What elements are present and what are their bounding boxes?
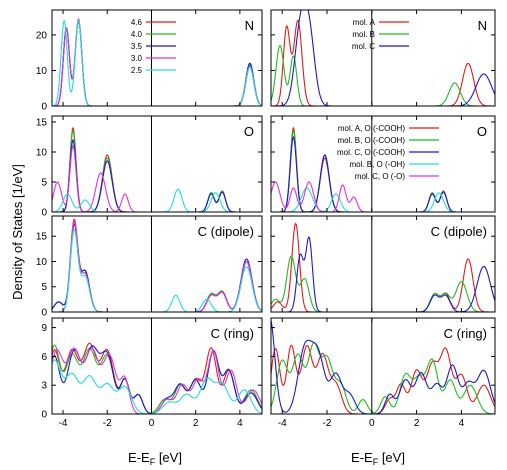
series-line-0 xyxy=(271,19,495,106)
y-tick-label: 3 xyxy=(41,381,47,392)
legend-label: mol. B xyxy=(352,30,375,39)
x-tick-label: -4 xyxy=(59,418,68,429)
legend-label: 2.5 xyxy=(131,66,143,75)
panel-title: C (dipole) xyxy=(431,224,487,239)
series-line-2 xyxy=(271,236,495,312)
legend-label: mol. C, O (-O) xyxy=(355,172,406,181)
panel-frame xyxy=(270,317,496,415)
legend-label: mol. A xyxy=(353,18,376,27)
panel-frame xyxy=(51,9,263,107)
x-tick-label: -2 xyxy=(103,418,112,429)
x-tick-label: -2 xyxy=(323,418,332,429)
panel-title: O xyxy=(477,124,487,139)
panel-frame xyxy=(270,215,496,313)
x-tick-label: 0 xyxy=(149,418,155,429)
series-group xyxy=(271,320,495,414)
x-axis-label-right: E-EF [eV] xyxy=(351,450,405,467)
series-line-1 xyxy=(52,129,262,212)
y-tick-label: 0 xyxy=(41,308,47,319)
legend-label: mol. B, O (-OH) xyxy=(349,160,405,169)
legend-label: 3.0 xyxy=(131,54,143,63)
series-line-3 xyxy=(52,347,262,414)
y-tick-label: 0 xyxy=(41,102,47,113)
series-line-2 xyxy=(271,320,495,414)
y-tick-label: 9 xyxy=(41,323,47,334)
series-line-1 xyxy=(271,44,495,106)
series-line-0 xyxy=(52,126,262,212)
panel-frame xyxy=(51,215,263,313)
y-tick-label: 0 xyxy=(41,410,47,421)
series-group xyxy=(52,342,262,414)
series-group xyxy=(271,10,495,106)
series-line-3 xyxy=(52,221,262,312)
x-tick-label: 4 xyxy=(459,418,465,429)
series-group xyxy=(52,126,262,212)
y-tick-label: 6 xyxy=(41,352,47,363)
x-tick-label: 2 xyxy=(193,418,199,429)
series-line-1 xyxy=(271,341,495,414)
series-line-3 xyxy=(271,187,495,212)
legend-label: mol. C xyxy=(352,42,375,51)
y-tick-label: 5 xyxy=(41,178,47,189)
panel-title: O xyxy=(244,124,254,139)
legend-label: 3.5 xyxy=(131,42,143,51)
panel-title: C (ring) xyxy=(211,326,254,341)
legend-label: 4.0 xyxy=(131,30,143,39)
series-line-0 xyxy=(52,342,262,414)
panel-title: N xyxy=(478,18,487,33)
panel-right-C-ring: -4 -2 0 2 4 C (ring) xyxy=(270,317,496,429)
series-line-3 xyxy=(52,18,262,106)
panel-title: C (ring) xyxy=(444,326,487,341)
legend-label: 4.6 xyxy=(131,18,143,27)
y-tick-label: 20 xyxy=(36,30,48,41)
panel-frame xyxy=(51,317,263,415)
series-line-4 xyxy=(52,188,262,212)
panel-left-N: 0 10 20 N 4.6 4.0 3.5 3.0 2.5 xyxy=(36,9,263,113)
panel-left-C-dipole: 0 5 10 15 C (dipole) xyxy=(36,215,263,319)
x-tick-label: -4 xyxy=(278,418,287,429)
y-tick-label: 10 xyxy=(36,66,48,77)
series-line-4 xyxy=(271,181,495,212)
panel-frame xyxy=(270,115,496,213)
panel-frame xyxy=(270,9,496,107)
x-tick-label: 4 xyxy=(237,418,243,429)
series-line-2 xyxy=(271,10,495,106)
y-tick-label: 5 xyxy=(41,282,47,293)
panel-title: C (dipole) xyxy=(198,224,254,239)
legend-label: mol. A, O (-COOH) xyxy=(338,124,405,133)
series-line-4 xyxy=(52,359,262,414)
y-tick-label: 0 xyxy=(41,208,47,219)
series-line-1 xyxy=(271,255,495,312)
series-line-4 xyxy=(52,19,262,106)
y-tick-label: 15 xyxy=(36,118,48,129)
y-axis-label: Density of States [1/eV] xyxy=(10,164,25,300)
legend-label: mol. C, O (-COOH) xyxy=(337,148,405,157)
y-tick-label: 10 xyxy=(36,257,48,268)
panel-frame xyxy=(51,115,263,213)
y-tick-label: 15 xyxy=(36,232,48,243)
y-tick-label: 10 xyxy=(36,148,48,159)
panel-right-C-dipole: C (dipole) xyxy=(270,215,496,313)
series-group xyxy=(52,18,262,106)
x-axis-label-left: E-EF [eV] xyxy=(128,450,182,467)
panel-left-C-ring: -4 -2 0 2 4 0 3 6 9 C (ring) xyxy=(41,317,263,429)
series-line-0 xyxy=(271,344,495,414)
x-tick-label: 0 xyxy=(369,418,375,429)
series-line-3 xyxy=(52,144,262,212)
panel-title: N xyxy=(245,18,254,33)
x-tick-label: 2 xyxy=(414,418,420,429)
legend-label: mol. B, O (-COOH) xyxy=(337,136,405,145)
panel-left-O: 0 5 10 15 O xyxy=(36,115,263,219)
